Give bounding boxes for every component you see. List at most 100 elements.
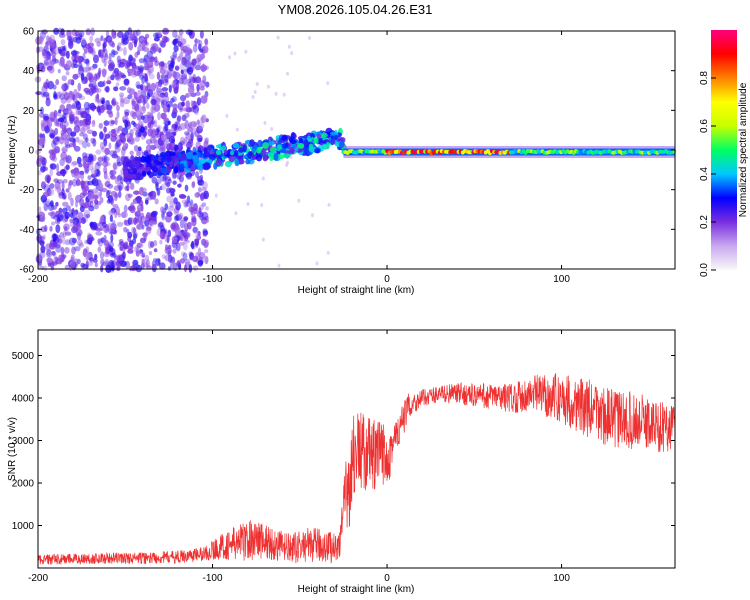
noise-blob <box>148 219 155 227</box>
noise-blob <box>60 151 68 160</box>
noise-blob <box>121 33 128 42</box>
noise-blob <box>144 62 149 71</box>
noise-blob <box>140 212 145 219</box>
noise-blob <box>170 261 174 269</box>
noise-blob <box>172 71 177 80</box>
noise-blob <box>51 140 57 149</box>
noise-blob <box>204 249 209 254</box>
trace-blob <box>135 172 142 179</box>
trace-blob <box>277 153 285 159</box>
noise-blob <box>108 52 112 62</box>
noise-blob <box>124 111 129 117</box>
noise-blob <box>164 124 169 132</box>
trace-blob <box>270 146 277 153</box>
noise-blob <box>45 41 49 46</box>
noise-blob <box>194 111 199 116</box>
noise-blob <box>176 115 182 122</box>
noise-blob <box>171 123 177 132</box>
noise-blob <box>50 265 55 271</box>
noise-blob <box>154 181 159 187</box>
noise-blob <box>190 240 195 250</box>
noise-blob <box>181 107 189 112</box>
noise-blob <box>60 246 65 256</box>
trace-blob <box>239 159 245 165</box>
noise-blob <box>144 33 150 39</box>
noise-blob <box>71 168 76 178</box>
snr-marks <box>37 372 676 566</box>
noise-blob <box>188 264 193 273</box>
noise-blob <box>297 198 301 203</box>
noise-blob <box>103 239 107 246</box>
noise-blob <box>197 231 201 236</box>
noise-blob <box>64 138 70 147</box>
noise-blob <box>72 36 78 43</box>
noise-blob <box>286 71 289 76</box>
noise-blob <box>72 73 79 80</box>
noise-blob <box>99 251 105 260</box>
noise-blob <box>147 64 154 74</box>
trace-blob <box>290 132 296 140</box>
spectrogram-y-tick-label: -20 <box>20 185 35 196</box>
noise-blob <box>46 248 52 256</box>
noise-blob <box>79 205 85 213</box>
noise-blob <box>167 244 172 250</box>
trace-blob <box>316 133 322 139</box>
noise-blob <box>179 123 187 130</box>
noise-blob <box>155 133 159 139</box>
noise-blob <box>52 242 58 247</box>
noise-blob <box>141 258 145 264</box>
noise-blob <box>132 259 139 266</box>
noise-blob <box>35 253 43 262</box>
noise-blob <box>79 30 85 38</box>
noise-blob <box>67 103 73 111</box>
colorbar-tick-label: 0.4 <box>699 167 710 181</box>
noise-blob <box>109 224 116 233</box>
noise-blob <box>201 114 207 124</box>
spectrogram-y-tick-label: -40 <box>20 225 35 236</box>
noise-blob <box>197 260 204 265</box>
noise-blob <box>110 190 117 197</box>
noise-blob <box>145 118 152 123</box>
noise-blob <box>72 59 78 66</box>
noise-blob <box>50 221 56 226</box>
noise-blob <box>154 198 159 205</box>
noise-blob <box>61 63 68 68</box>
noise-blob <box>35 91 43 96</box>
noise-blob <box>277 263 281 268</box>
noise-blob <box>109 214 113 222</box>
noise-blob <box>58 109 62 114</box>
noise-blob <box>201 181 208 190</box>
noise-blob <box>59 93 65 100</box>
trace-blob <box>283 153 291 159</box>
noise-blob <box>185 200 192 207</box>
noise-blob <box>111 132 117 138</box>
noise-blob <box>196 97 202 106</box>
noise-blob <box>123 204 128 213</box>
noise-blob <box>67 79 74 85</box>
trace-blob <box>125 161 132 167</box>
noise-blob <box>253 89 257 94</box>
noise-blob <box>326 250 330 255</box>
noise-blob <box>87 191 94 200</box>
noise-blob <box>143 54 149 63</box>
noise-blob <box>181 199 188 204</box>
noise-blob <box>55 201 59 207</box>
trace-blob <box>146 154 152 163</box>
noise-blob <box>50 261 58 266</box>
noise-blob <box>56 217 61 222</box>
noise-blob <box>198 39 203 48</box>
noise-blob <box>62 201 69 207</box>
noise-blob <box>37 155 43 162</box>
trace-blob <box>262 155 268 162</box>
noise-blob <box>197 121 205 130</box>
noise-blob <box>138 220 143 226</box>
noise-blob <box>161 60 165 68</box>
noise-blob <box>194 37 198 47</box>
noise-blob <box>87 180 94 186</box>
noise-blob <box>157 111 161 121</box>
noise-blob <box>127 193 133 198</box>
noise-blob <box>105 239 109 247</box>
noise-blob <box>76 156 82 165</box>
trace-blob <box>245 159 251 165</box>
